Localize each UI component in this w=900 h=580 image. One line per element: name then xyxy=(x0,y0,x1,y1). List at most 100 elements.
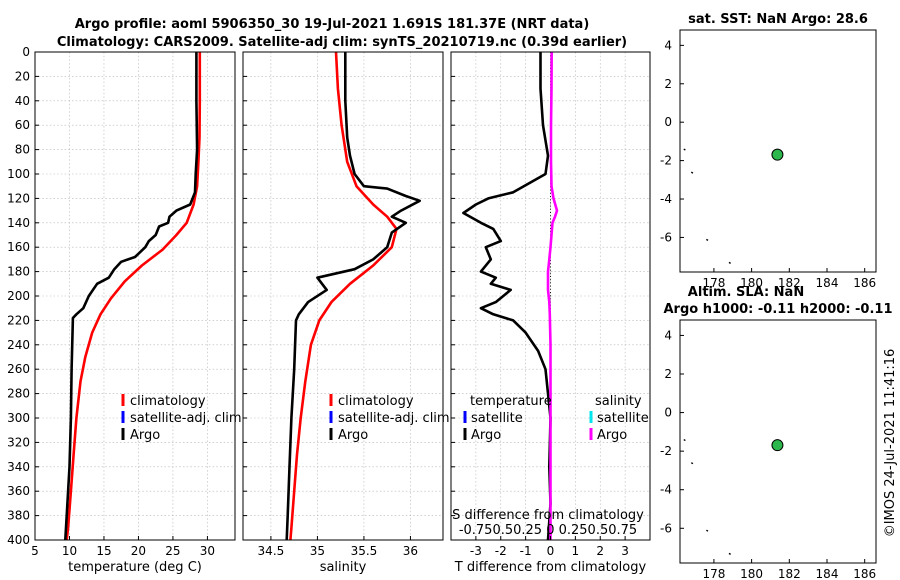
figure-title-line1: Argo profile: aoml 5906350_30 19-Jul-202… xyxy=(75,17,590,32)
sla-map-title-line2: Argo h1000: -0.11 h2000: -0.11 xyxy=(663,302,892,317)
temperature-xlabel: temperature (deg C) xyxy=(68,560,202,575)
depth-tick-label: 300 xyxy=(7,411,30,425)
depth-tick-label: 200 xyxy=(7,289,30,303)
difference-series-t-argo xyxy=(462,52,552,541)
depth-tick-label: 80 xyxy=(15,143,30,157)
difference-xtick-label: -2 xyxy=(495,544,507,558)
sst-map-coast-dot-1 xyxy=(690,171,694,174)
depth-tick-label: 400 xyxy=(7,533,30,547)
depth-tick-label: 280 xyxy=(7,387,30,401)
sst-map-ytick-label: 2 xyxy=(664,77,672,91)
diff-legend-s-label: Argo xyxy=(597,428,627,443)
sla-map-xtick-label: 184 xyxy=(816,567,839,580)
depth-tick-label: 140 xyxy=(7,216,30,230)
temperature-xtick-label: 20 xyxy=(131,544,146,558)
salinity-legend-label: Argo xyxy=(338,428,368,443)
depth-tick-label: 20 xyxy=(15,69,30,83)
sla-map-ytick-label: 4 xyxy=(664,328,672,342)
diff-legend-temperature-header: temperature xyxy=(470,394,552,409)
imos-timestamp-watermark: ©IMOS 24-Jul-2021 11:41:16 xyxy=(883,349,898,538)
depth-tick-label: 220 xyxy=(7,313,30,327)
salinity-series-climatology xyxy=(289,51,398,541)
salinity-series-argo xyxy=(285,52,421,541)
difference-xtick-label: 1 xyxy=(572,544,580,558)
sst-map-ytick-label: -4 xyxy=(660,192,672,206)
temperature-legend-label: satellite-adj. clim xyxy=(130,411,242,426)
sst-map-xtick-label: 182 xyxy=(778,276,801,290)
sst-map-title: sat. SST: NaN Argo: 28.6 xyxy=(688,12,868,27)
sst-map-coast-dot-2 xyxy=(706,238,709,241)
sst-map-ytick-label: 4 xyxy=(664,38,672,52)
sla-map-xtick-label: 186 xyxy=(853,567,876,580)
salinity-xtick-label: 35.5 xyxy=(351,544,378,558)
temperature-xtick-label: 15 xyxy=(96,544,111,558)
difference-series-s-argo xyxy=(546,51,559,540)
sst-map-xtick-label: 184 xyxy=(816,276,839,290)
sla-map-argo-position-marker xyxy=(771,439,784,452)
depth-tick-label: 340 xyxy=(7,460,30,474)
diff-legend-s-label: satellite xyxy=(597,411,649,426)
temperature-series-argo xyxy=(64,52,199,541)
depth-tick-label: 160 xyxy=(7,240,30,254)
sla-map-coast-dot-3 xyxy=(728,552,731,555)
figure-title-line2: Climatology: CARS2009. Satellite-adj cli… xyxy=(57,35,627,50)
temperature-xtick-label: 30 xyxy=(200,544,215,558)
diff-legend-t-label: satellite xyxy=(471,411,523,426)
sla-map-coast-dot-0 xyxy=(683,438,686,442)
difference-xtick-label: 2 xyxy=(596,544,604,558)
sla-map-xtick-label: 182 xyxy=(778,567,801,580)
depth-tick-label: 100 xyxy=(7,167,30,181)
difference-xtick-label: 0 xyxy=(547,544,555,558)
difference-xtick-label: -3 xyxy=(470,544,482,558)
temperature-xtick-label: 25 xyxy=(165,544,180,558)
salinity-difference-ticks: -0.750.50.25 0 0.250.50.75 xyxy=(459,523,637,538)
depth-tick-label: 260 xyxy=(7,362,30,376)
depth-tick-label: 180 xyxy=(7,265,30,279)
depth-tick-label: 120 xyxy=(7,191,30,205)
salinity-xtick-label: 36 xyxy=(403,544,418,558)
sla-map-xtick-label: 178 xyxy=(702,567,725,580)
salinity-difference-label: S difference from climatology xyxy=(452,508,644,523)
temperature-series-climatology xyxy=(65,52,202,541)
salinity-legend-label: climatology xyxy=(338,394,414,409)
sla-map-axes-box xyxy=(679,319,877,564)
depth-tick-label: 380 xyxy=(7,509,30,523)
temperature-xtick-label: 10 xyxy=(62,544,77,558)
salinity-xtick-label: 35 xyxy=(310,544,325,558)
temperature-xtick-label: 5 xyxy=(31,544,39,558)
depth-tick-label: 0 xyxy=(22,45,30,59)
depth-tick-label: 320 xyxy=(7,435,30,449)
sst-map-coast-dot-3 xyxy=(728,261,731,264)
sla-map-ytick-label: 0 xyxy=(664,406,672,420)
sla-map-ytick-label: -2 xyxy=(660,444,672,458)
sst-map-axes-box xyxy=(679,29,877,273)
difference-xtick-label: -1 xyxy=(520,544,532,558)
sst-map-xtick-label: 178 xyxy=(702,276,725,290)
difference-xlabel: T difference from climatology xyxy=(454,560,647,575)
diff-legend-salinity-header: salinity xyxy=(595,394,642,409)
sla-map-coast-dot-2 xyxy=(706,529,709,532)
sst-map-xtick-label: 180 xyxy=(740,276,763,290)
salinity-xlabel: salinity xyxy=(320,560,367,575)
depth-tick-label: 60 xyxy=(15,118,30,132)
sla-map-title-line1: Altim. SLA: NaN xyxy=(688,285,804,300)
salinity-legend-label: satellite-adj. clim xyxy=(338,411,450,426)
sla-map-ytick-label: 2 xyxy=(664,367,672,381)
sst-map-ytick-label: 0 xyxy=(664,115,672,129)
temperature-legend-label: Argo xyxy=(130,428,160,443)
sst-map-ytick-label: -2 xyxy=(660,154,672,168)
difference-xtick-label: 3 xyxy=(621,544,629,558)
sla-map-ytick-label: -4 xyxy=(660,483,672,497)
diff-legend-t-label: Argo xyxy=(471,428,501,443)
sla-map-coast-dot-1 xyxy=(690,462,694,465)
salinity-xtick-label: 34.5 xyxy=(258,544,285,558)
sst-map-ytick-label: -6 xyxy=(660,230,672,244)
sst-map-coast-dot-0 xyxy=(683,148,686,151)
sst-map-argo-position-marker xyxy=(771,148,784,161)
sla-map-ytick-label: -6 xyxy=(660,521,672,535)
depth-tick-label: 240 xyxy=(7,338,30,352)
depth-tick-label: 40 xyxy=(15,94,30,108)
sst-map-xtick-label: 186 xyxy=(853,276,876,290)
sla-map-xtick-label: 180 xyxy=(740,567,763,580)
depth-tick-label: 360 xyxy=(7,484,30,498)
